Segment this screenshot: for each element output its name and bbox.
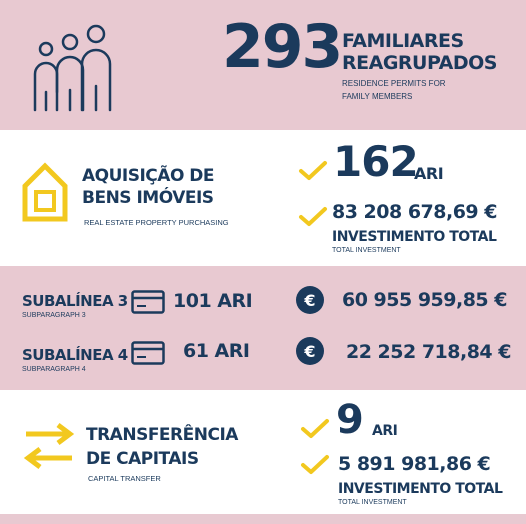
real-estate-ari-unit: ARI xyxy=(414,164,444,183)
subparagraph-4-amount: 22 252 718,84 € xyxy=(346,341,511,363)
subparagraph-3-ari: 101 ARI xyxy=(173,290,253,312)
bottom-strip xyxy=(0,514,526,524)
card-icon xyxy=(131,341,165,365)
subparagraph-4-ari: 61 ARI xyxy=(183,340,250,362)
family-label-line1: FAMILIARES xyxy=(342,30,464,52)
card-icon xyxy=(131,290,165,314)
subparagraph-3-amount: 60 955 959,85 € xyxy=(342,289,507,311)
check-icon xyxy=(301,455,329,474)
capital-ari-count: 9 xyxy=(336,397,364,443)
capital-subtitle: CAPITAL TRANSFER xyxy=(88,474,161,483)
family-label-line2: REAGRUPADOS xyxy=(342,52,497,74)
family-section: 293 FAMILIARES REAGRUPADOS RESIDENCE PER… xyxy=(0,0,526,130)
real-estate-title-line2: BENS IMÓVEIS xyxy=(82,188,214,208)
real-estate-subtitle: REAL ESTATE PROPERTY PURCHASING xyxy=(84,218,229,227)
family-sub-line1: RESIDENCE PERMITS FOR xyxy=(342,79,446,88)
capital-transfer-section: TRANSFERÊNCIA DE CAPITAIS CAPITAL TRANSF… xyxy=(0,390,526,514)
subparagraph-3-title: SUBALÍNEA 3 xyxy=(22,292,128,310)
check-icon xyxy=(299,161,327,180)
house-icon xyxy=(22,162,68,222)
capital-investment-sub: TOTAL INVESTMENT xyxy=(338,499,407,506)
family-icon xyxy=(33,24,112,112)
svg-text:€: € xyxy=(303,291,315,310)
svg-text:€: € xyxy=(303,342,315,361)
subparagraph-3-sub: SUBPARAGRAPH 3 xyxy=(22,312,86,319)
real-estate-section: AQUISIÇÃO DE BENS IMÓVEIS REAL ESTATE PR… xyxy=(0,130,526,266)
real-estate-ari-count: 162 xyxy=(333,137,419,186)
family-sub-line2: FAMILY MEMBERS xyxy=(342,92,413,101)
euro-icon: € xyxy=(296,337,324,365)
check-icon xyxy=(299,207,327,226)
real-estate-title-line1: AQUISIÇÃO DE xyxy=(82,166,215,186)
real-estate-investment-label: INVESTIMENTO TOTAL xyxy=(332,229,497,245)
capital-title-line2: DE CAPITAIS xyxy=(86,449,199,469)
capital-title-line1: TRANSFERÊNCIA xyxy=(86,425,238,445)
capital-ari-unit: ARI xyxy=(372,423,398,439)
capital-investment-label: INVESTIMENTO TOTAL xyxy=(338,481,503,497)
subparagraph-4-title: SUBALÍNEA 4 xyxy=(22,346,128,364)
family-count: 293 xyxy=(222,12,343,82)
subparagraph-4-sub: SUBPARAGRAPH 4 xyxy=(22,366,86,373)
subparagraph-section: SUBALÍNEA 3 SUBPARAGRAPH 3 101 ARI € 60 … xyxy=(0,266,526,390)
capital-amount: 5 891 981,86 € xyxy=(338,453,491,475)
check-icon xyxy=(301,419,329,438)
real-estate-amount: 83 208 678,69 € xyxy=(332,201,497,223)
real-estate-investment-sub: TOTAL INVESTMENT xyxy=(332,247,401,254)
euro-icon: € xyxy=(296,286,324,314)
transfer-arrows-icon xyxy=(23,423,75,469)
